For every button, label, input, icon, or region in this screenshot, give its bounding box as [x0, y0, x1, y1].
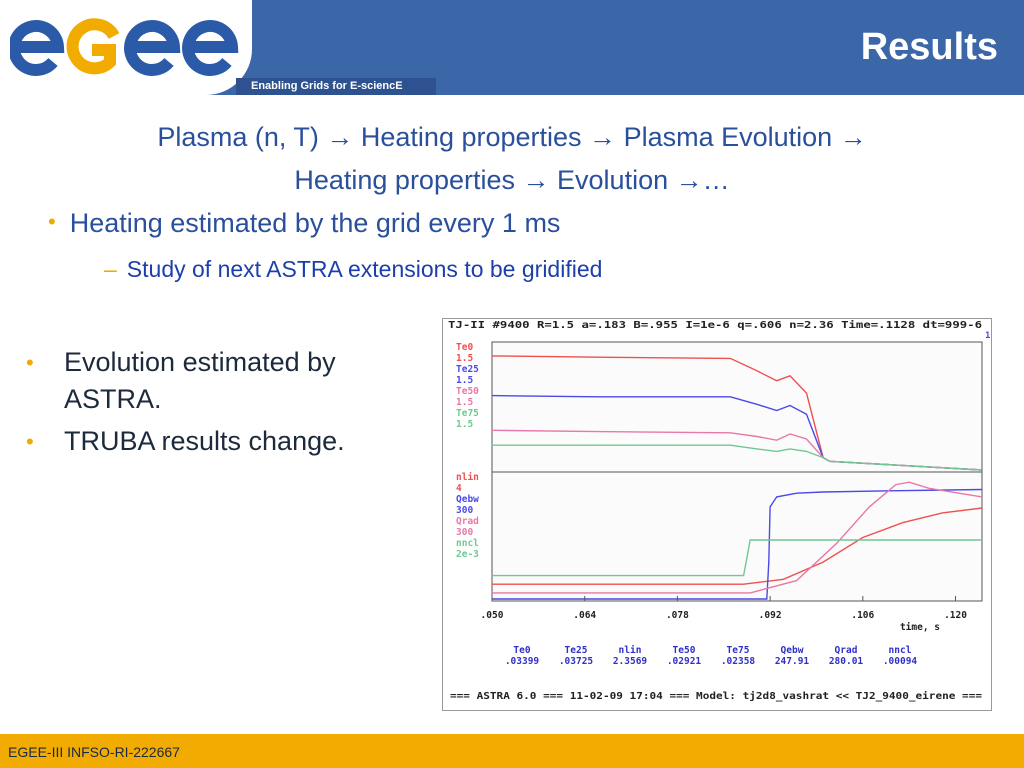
arrow-icon: → [839, 122, 867, 152]
readout-value: .02358 [721, 656, 756, 667]
legend-scale: 4 [456, 483, 462, 494]
left-bullet-item: • TRUBA results change. [26, 423, 386, 460]
bullet-icon: • [26, 350, 34, 375]
flow-text: Plasma (n, T) → Heating properties → Pla… [40, 116, 984, 202]
readout-value: .03725 [559, 656, 594, 667]
left-bullet-list: • Evolution estimated by ASTRA. • TRUBA re… [26, 344, 386, 465]
bullet-sub: – Study of next ASTRA extensions to be gr… [104, 256, 602, 283]
x-tick-label: .120 [944, 610, 967, 621]
x-tick-label: .050 [481, 610, 504, 621]
tagline: Enabling Grids for E-sciencE [251, 80, 403, 92]
left-bullet-text: TRUBA results change. [64, 426, 345, 456]
series-line-Te75 [492, 444, 983, 471]
legend-label: Qrad [456, 516, 479, 527]
readout-name: Qrad [835, 645, 858, 656]
legend-label: Te50 [456, 386, 479, 397]
flow-plasma: Plasma (n, T) [157, 122, 319, 152]
legend-scale: 300 [456, 527, 473, 538]
legend-label: Te0 [456, 342, 473, 353]
readout-value: 247.91 [775, 656, 810, 667]
arrow-icon: → [589, 122, 617, 152]
readout-value: .02921 [667, 656, 702, 667]
flow-evolution-1: Plasma Evolution [623, 122, 833, 152]
top-panel-frame [491, 341, 983, 473]
readout-name: Te75 [727, 645, 750, 656]
bullet-main: • Heating estimated by the grid every 1 m… [48, 208, 560, 239]
flow-ellipsis: … [702, 165, 730, 195]
dash-icon: – [104, 256, 117, 282]
readout-name: Te25 [565, 645, 588, 656]
flow-heating-2: Heating properties [294, 165, 515, 195]
series-line-Qrad [492, 481, 983, 594]
tagline-bar [236, 78, 436, 95]
arrow-icon: → [522, 165, 550, 195]
readout-name: nncl [889, 645, 912, 656]
legend-label: Qebw [456, 494, 479, 505]
legend-label: nlin [456, 472, 479, 483]
readout-name: Qebw [781, 645, 804, 656]
readout-name: Te0 [513, 645, 530, 656]
series-line-Qebw [492, 488, 983, 600]
x-axis-label: time, s [900, 622, 940, 633]
arrow-icon: → [326, 122, 354, 152]
bullet-icon: • [26, 429, 34, 454]
arrow-icon: → [675, 165, 703, 195]
legend-label: Te75 [456, 408, 479, 419]
readout-name: Te50 [673, 645, 696, 656]
legend-scale: 300 [456, 505, 473, 516]
bullet-main-text: Heating estimated by the grid every 1 ms [69, 208, 561, 238]
legend-label: Te25 [456, 364, 479, 375]
legend-label: nncl [456, 538, 479, 549]
flow-heating-1: Heating properties [360, 122, 582, 152]
plot-header-suffix: 1 [985, 331, 990, 341]
series-line-nlin [492, 507, 983, 585]
footer: EGEE-III INFSO-RI-222667 [0, 734, 1024, 768]
bottom-panel-frame [491, 471, 983, 602]
egee-logo [10, 18, 239, 76]
astra-plot: TJ-II #9400 R=1.5 a=.183 B=.955 I=1e-6 q… [442, 318, 992, 711]
footer-text: EGEE-III INFSO-RI-222667 [8, 744, 180, 760]
readout-value: 2.3569 [613, 656, 648, 667]
x-tick-label: .078 [666, 610, 689, 621]
plot-header-text: TJ-II #9400 R=1.5 a=.183 B=.955 I=1e-6 q… [448, 320, 982, 331]
header: Enabling Grids for E-sciencE Results [0, 0, 1024, 95]
readout-value: .00094 [883, 656, 918, 667]
series-line-nncl [492, 539, 982, 577]
left-bullet-text: Evolution estimated by ASTRA. [64, 347, 336, 414]
x-tick-label: .064 [573, 610, 596, 621]
flow-evolution-2: Evolution [557, 165, 669, 195]
readout-name: nlin [619, 645, 642, 656]
bullet-icon: • [48, 209, 56, 234]
legend-scale: 2e-3 [456, 549, 479, 560]
slide-title: Results [860, 26, 998, 68]
legend-scale: 1.5 [456, 419, 473, 430]
legend-scale: 1.5 [456, 375, 473, 386]
legend-scale: 1.5 [456, 397, 473, 408]
plot-footer-text: === ASTRA 6.0 === 11-02-09 17:04 === Mod… [450, 691, 982, 702]
x-tick-label: .106 [851, 610, 874, 621]
readout-value: 280.01 [829, 656, 864, 667]
x-tick-label: .092 [759, 610, 782, 621]
bullet-sub-text: Study of next ASTRA extensions to be gri… [126, 256, 603, 282]
legend-scale: 1.5 [456, 353, 473, 364]
readout-value: .03399 [505, 656, 540, 667]
left-bullet-item: • Evolution estimated by ASTRA. [26, 344, 386, 418]
